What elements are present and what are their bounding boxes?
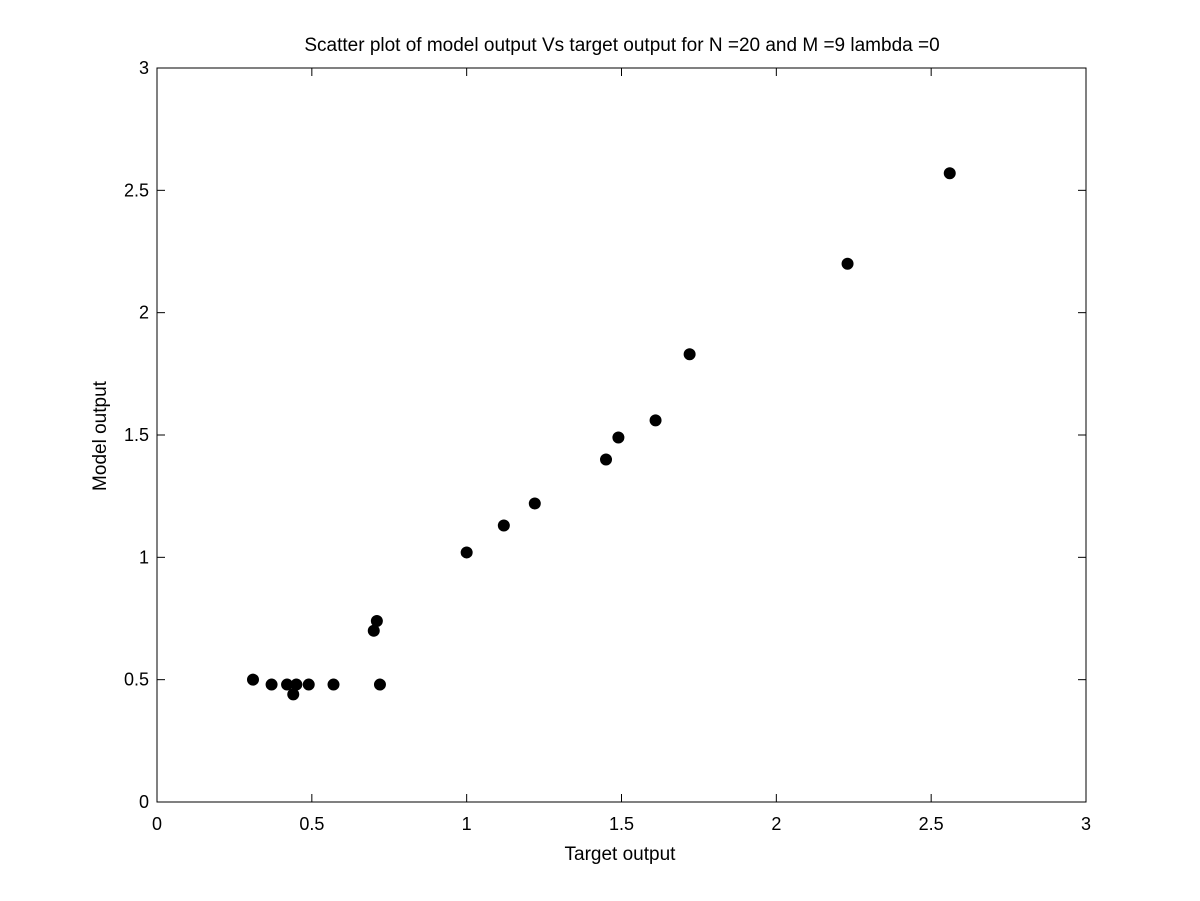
y-tick-label: 1.5 xyxy=(124,425,149,445)
x-tick-label: 1 xyxy=(462,814,472,834)
y-tick-label: 2 xyxy=(139,303,149,323)
y-tick-label: 0.5 xyxy=(124,670,149,690)
data-point xyxy=(290,678,303,691)
data-point xyxy=(370,614,383,627)
data-point xyxy=(612,431,625,444)
data-point xyxy=(841,257,854,270)
data-point xyxy=(373,678,386,691)
data-point xyxy=(600,453,613,466)
x-tick-label: 2 xyxy=(771,814,781,834)
data-point xyxy=(943,167,956,180)
data-point xyxy=(302,678,315,691)
data-point xyxy=(497,519,510,532)
y-tick-label: 1 xyxy=(139,547,149,567)
data-point xyxy=(649,414,662,427)
chart-title: Scatter plot of model output Vs target o… xyxy=(304,35,939,56)
data-point xyxy=(528,497,541,510)
y-tick-label: 0 xyxy=(139,792,149,812)
x-tick-label: 2.5 xyxy=(919,814,944,834)
x-axis-label: Target output xyxy=(565,844,677,865)
data-point xyxy=(327,678,340,691)
x-tick-label: 3 xyxy=(1081,814,1091,834)
plot-area: 0 0.5 1 1.5 2 2.5 3 0 0.5 1 1.5 2 2.5 3 xyxy=(124,58,1091,834)
data-point xyxy=(246,673,259,686)
data-point xyxy=(265,678,278,691)
y-tick-label: 2.5 xyxy=(124,180,149,200)
x-tick-label: 0.5 xyxy=(299,814,324,834)
data-point xyxy=(460,546,473,559)
x-tick-label: 1.5 xyxy=(609,814,634,834)
x-tick-label: 0 xyxy=(152,814,162,834)
y-tick-label: 3 xyxy=(139,58,149,78)
y-axis-label: Model output xyxy=(90,380,111,491)
data-point xyxy=(683,348,696,361)
